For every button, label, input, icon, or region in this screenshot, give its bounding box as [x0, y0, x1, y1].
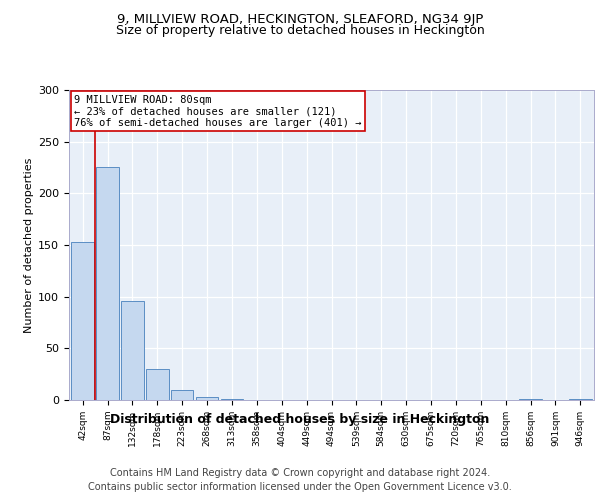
Text: 9 MILLVIEW ROAD: 80sqm
← 23% of detached houses are smaller (121)
76% of semi-de: 9 MILLVIEW ROAD: 80sqm ← 23% of detached… — [74, 94, 362, 128]
Bar — [569, 399, 592, 400]
Bar — [221, 399, 243, 400]
Bar — [171, 390, 193, 400]
Bar — [146, 369, 169, 400]
Bar — [97, 168, 119, 400]
Bar — [121, 301, 143, 400]
Bar — [196, 397, 218, 400]
Y-axis label: Number of detached properties: Number of detached properties — [24, 158, 34, 332]
Bar — [71, 242, 94, 400]
Text: Contains HM Land Registry data © Crown copyright and database right 2024.
Contai: Contains HM Land Registry data © Crown c… — [88, 468, 512, 491]
Text: Distribution of detached houses by size in Heckington: Distribution of detached houses by size … — [110, 412, 490, 426]
Text: 9, MILLVIEW ROAD, HECKINGTON, SLEAFORD, NG34 9JP: 9, MILLVIEW ROAD, HECKINGTON, SLEAFORD, … — [117, 12, 483, 26]
Bar — [520, 399, 542, 400]
Text: Size of property relative to detached houses in Heckington: Size of property relative to detached ho… — [116, 24, 484, 37]
